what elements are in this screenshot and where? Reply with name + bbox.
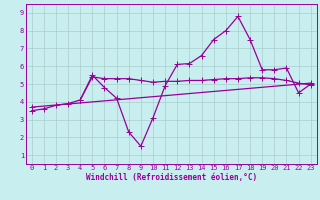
X-axis label: Windchill (Refroidissement éolien,°C): Windchill (Refroidissement éolien,°C) xyxy=(86,173,257,182)
